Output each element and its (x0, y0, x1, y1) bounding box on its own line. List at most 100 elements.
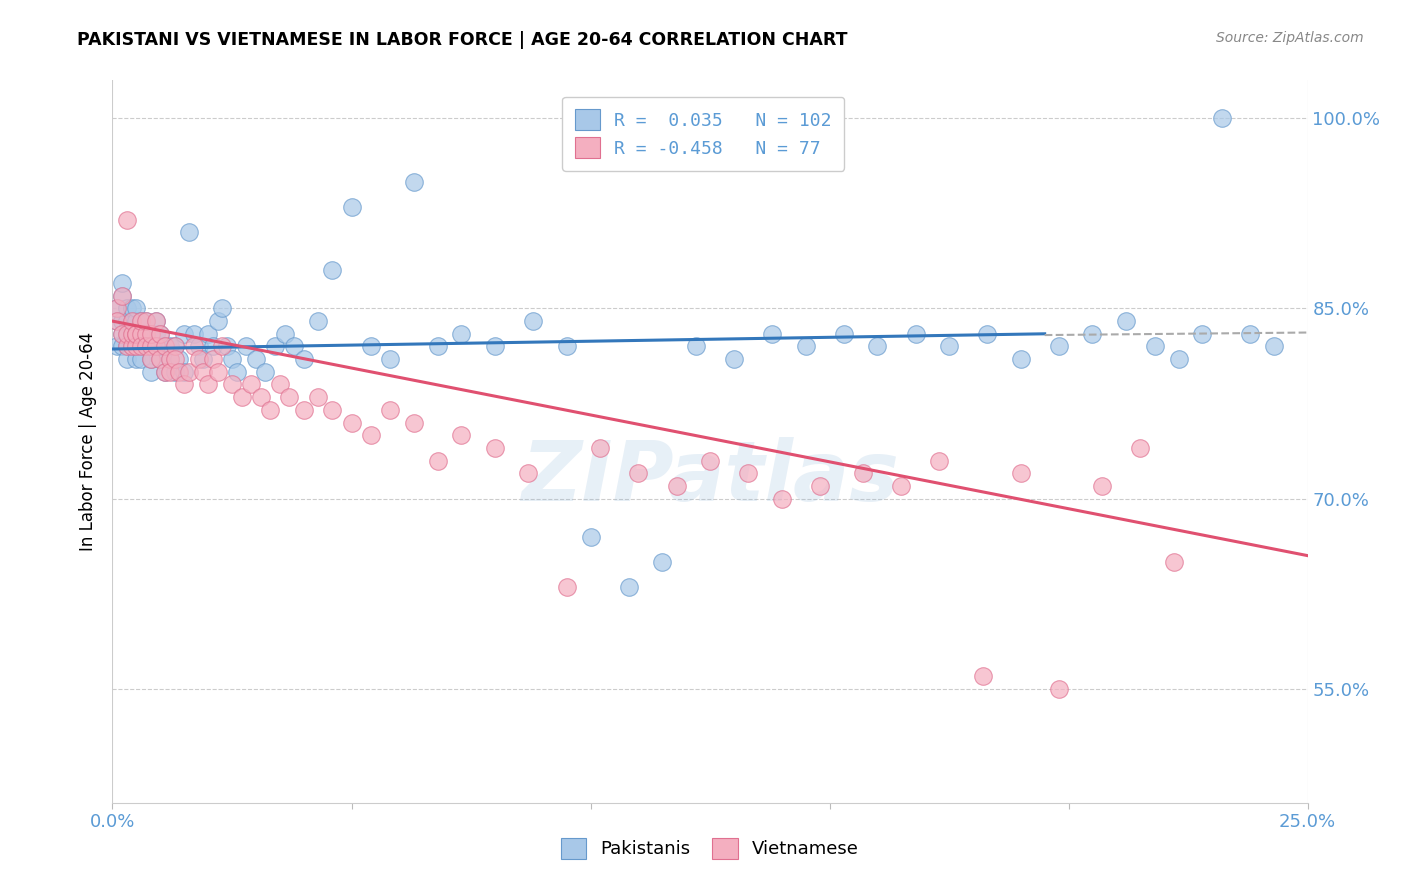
Point (450, 326, 472, 341)
Point (273, 326, 295, 341)
Point (723, 352, 745, 367)
Point (211, 339, 233, 353)
Point (832, 326, 855, 341)
Point (1047, 339, 1070, 353)
Point (1115, 314, 1137, 328)
Point (153, 365, 176, 379)
Point (111, 276, 134, 290)
Point (183, 339, 205, 353)
Point (173, 365, 195, 379)
Point (221, 377, 243, 392)
Point (617, 580, 640, 594)
Point (225, 365, 247, 379)
Point (522, 314, 544, 328)
Point (115, 352, 138, 367)
Point (139, 339, 162, 353)
Point (145, 339, 167, 353)
Point (1129, 441, 1152, 455)
Point (169, 352, 191, 367)
Point (153, 339, 176, 353)
Point (426, 339, 449, 353)
Point (360, 428, 382, 442)
Point (1211, 112, 1233, 126)
Point (139, 352, 162, 367)
Point (761, 326, 783, 341)
Point (121, 326, 143, 341)
Point (292, 352, 315, 367)
Legend: Pakistanis, Vietnamese: Pakistanis, Vietnamese (554, 830, 866, 866)
Point (240, 377, 263, 392)
Point (149, 352, 172, 367)
Point (105, 314, 128, 328)
Point (737, 467, 759, 481)
Point (125, 352, 148, 367)
Point (890, 479, 912, 493)
Point (135, 314, 157, 328)
Point (125, 339, 148, 353)
Point (173, 326, 195, 341)
Point (163, 339, 186, 353)
Point (904, 326, 927, 341)
Point (111, 326, 134, 341)
Point (105, 301, 128, 316)
Point (153, 339, 176, 353)
Point (450, 428, 472, 442)
Point (201, 352, 224, 367)
Point (972, 669, 994, 683)
Point (321, 263, 343, 277)
Point (292, 402, 315, 417)
Point (579, 530, 602, 544)
Point (183, 326, 205, 341)
Point (129, 314, 152, 328)
Point (129, 314, 152, 328)
Point (115, 212, 138, 227)
Point (149, 339, 172, 353)
Point (159, 352, 181, 367)
Point (177, 226, 200, 240)
Point (121, 326, 143, 341)
Point (378, 352, 401, 367)
Point (129, 352, 152, 367)
Point (111, 289, 134, 303)
Point (555, 580, 578, 594)
Point (105, 339, 128, 353)
Point (111, 339, 134, 353)
Point (145, 314, 167, 328)
Point (197, 377, 219, 392)
Point (135, 339, 157, 353)
Point (264, 339, 287, 353)
Text: Source: ZipAtlas.com: Source: ZipAtlas.com (1216, 31, 1364, 45)
Point (665, 479, 688, 493)
Point (278, 390, 301, 404)
Point (125, 301, 148, 316)
Point (125, 326, 148, 341)
Point (866, 339, 889, 353)
Point (139, 339, 162, 353)
Point (1081, 326, 1104, 341)
Point (221, 352, 243, 367)
Point (340, 200, 363, 214)
Point (121, 314, 143, 328)
Point (139, 352, 162, 367)
Point (111, 326, 134, 341)
Point (135, 326, 157, 341)
Point (145, 326, 167, 341)
Point (235, 339, 257, 353)
Point (135, 326, 157, 341)
Point (1239, 326, 1261, 341)
Point (231, 390, 253, 404)
Point (254, 365, 277, 379)
Text: PAKISTANI VS VIETNAMESE IN LABOR FORCE | AGE 20-64 CORRELATION CHART: PAKISTANI VS VIETNAMESE IN LABOR FORCE |… (77, 31, 848, 49)
Point (135, 314, 157, 328)
Point (105, 301, 128, 316)
Point (402, 175, 425, 189)
Point (340, 416, 363, 430)
Point (259, 402, 281, 417)
Point (307, 314, 329, 328)
Point (211, 301, 233, 316)
Point (153, 365, 176, 379)
Point (149, 326, 172, 341)
Point (1143, 339, 1166, 353)
Point (125, 339, 148, 353)
Point (249, 390, 271, 404)
